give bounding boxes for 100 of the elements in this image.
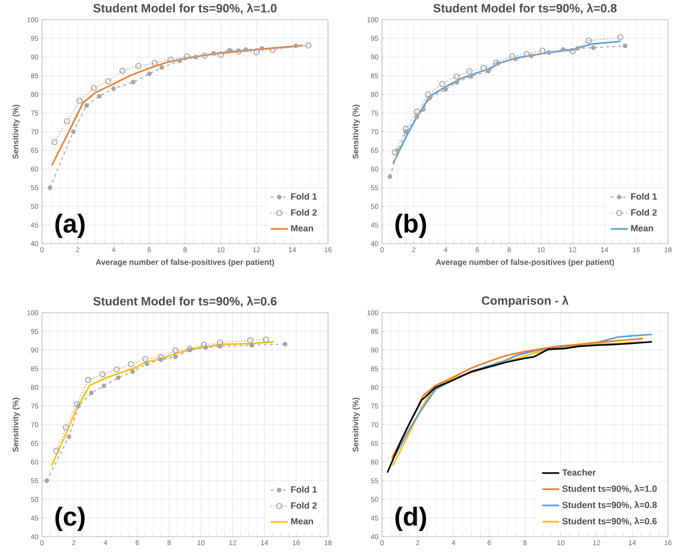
point: [203, 345, 208, 350]
legend-label: Student ts=90%, λ=1.0: [562, 485, 657, 494]
point: [168, 56, 174, 63]
legend-label: Student ts=90%, λ=0.8: [562, 501, 657, 510]
x-axis-title: Average number of false-positives (per patient): [96, 259, 274, 267]
point: [388, 174, 392, 179]
point: [130, 370, 135, 374]
point: [454, 74, 460, 80]
point: [88, 390, 94, 396]
point: [414, 114, 420, 120]
annotation: (b): [395, 214, 426, 238]
point: [236, 48, 242, 55]
chart-title: Student Model for ts=90%, λ=0.6: [93, 296, 277, 308]
point: [294, 44, 298, 48]
point: [74, 401, 80, 408]
chart-title: Student Model for ts=90%, λ=0.8: [433, 3, 617, 14]
point: [493, 60, 500, 66]
point: [260, 46, 264, 51]
point: [76, 98, 83, 104]
point: [159, 65, 164, 70]
chart-title: Comparison - λ: [482, 296, 568, 308]
line-series: [50, 341, 275, 467]
point: [218, 52, 224, 58]
point: [116, 376, 121, 380]
annotation: (d): [395, 506, 426, 532]
point: [184, 53, 190, 60]
point: [486, 69, 491, 74]
point: [480, 64, 487, 72]
y-axis-title: Sensitivity (%): [352, 104, 360, 159]
point: [227, 48, 232, 53]
point: [243, 47, 248, 52]
legend-label: Fold 2: [291, 502, 317, 509]
legend-label: Fold 1: [291, 193, 317, 200]
point: [158, 358, 164, 362]
point: [617, 34, 624, 41]
point: [414, 108, 420, 115]
chart-title: Student Model for ts=90%, λ=1.0: [93, 3, 277, 14]
legend-label: Mean: [631, 225, 654, 232]
point: [99, 371, 106, 378]
legend-label: Teacher: [562, 469, 596, 476]
legend-label: Mean: [291, 225, 314, 232]
point: [173, 354, 178, 360]
point: [200, 342, 208, 348]
point: [84, 376, 92, 384]
point: [193, 54, 198, 60]
point: [396, 148, 400, 153]
point: [128, 361, 134, 368]
point: [76, 404, 81, 408]
point: [421, 107, 426, 112]
point: [48, 186, 52, 190]
point: [247, 337, 254, 344]
point: [575, 46, 580, 51]
point: [105, 78, 112, 85]
point: [269, 47, 276, 54]
point: [135, 63, 142, 70]
point: [529, 54, 534, 58]
point: [509, 53, 516, 60]
point: [202, 52, 208, 59]
legend-label: Student ts=90%, λ=0.6: [562, 518, 657, 526]
point: [622, 44, 628, 48]
y-axis-title: Sensitivity (%): [12, 104, 20, 159]
point: [439, 80, 446, 88]
point: [119, 68, 126, 74]
line-series: [51, 44, 304, 166]
legend-label: Fold 1: [291, 486, 317, 493]
point: [111, 86, 116, 92]
point: [66, 434, 72, 440]
point: [496, 61, 500, 66]
point: [305, 42, 312, 49]
legend-label: Mean: [291, 518, 314, 525]
point: [427, 96, 432, 101]
point: [468, 74, 474, 79]
point: [84, 103, 89, 108]
point: [211, 51, 216, 56]
annotation: (c): [55, 506, 85, 532]
point: [443, 87, 448, 92]
point: [218, 344, 222, 349]
point: [44, 478, 50, 484]
y-axis-title: Sensitivity (%): [12, 398, 20, 452]
point: [64, 118, 70, 125]
point: [142, 356, 148, 362]
point: [114, 366, 120, 373]
legend-label: Fold 2: [291, 209, 317, 216]
point: [539, 48, 546, 54]
point: [466, 68, 472, 74]
y-axis-title: Sensitivity (%): [352, 398, 360, 452]
point: [404, 130, 408, 134]
point: [146, 72, 152, 76]
point: [216, 340, 224, 346]
point: [560, 47, 566, 52]
point: [546, 50, 552, 56]
legend-label: Fold 2: [631, 209, 657, 216]
point: [249, 343, 254, 348]
point: [152, 60, 158, 66]
point: [570, 48, 576, 54]
point: [70, 130, 76, 134]
point: [282, 342, 288, 347]
point: [53, 448, 60, 454]
point: [90, 85, 97, 92]
point: [102, 384, 106, 388]
